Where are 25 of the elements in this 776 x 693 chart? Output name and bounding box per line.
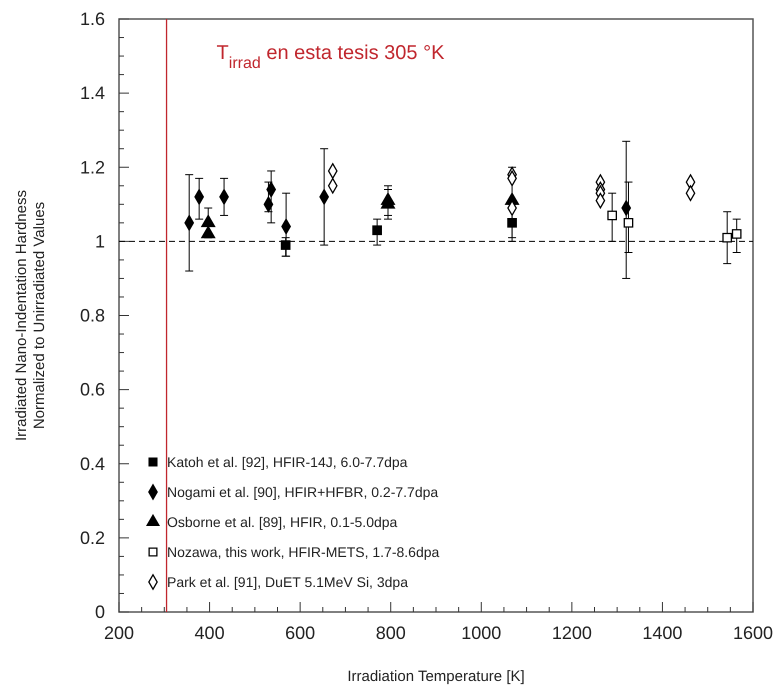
- x-tick-label: 400: [194, 623, 225, 643]
- y-tick-label: 0: [94, 602, 105, 622]
- y-tick-label: 0.4: [80, 454, 105, 474]
- legend-label: Park et al. [91], DuET 5.1MeV Si, 3dpa: [167, 574, 408, 590]
- legend-label: Osborne et al. [89], HFIR, 0.1-5.0dpa: [167, 514, 398, 530]
- y-axis-title: Irradiated Nano-Indentation Hardness Normalized to Unirradiated Values: [13, 190, 48, 441]
- y-tick-label: 0.8: [80, 306, 105, 326]
- y-tick-label: 1: [94, 231, 105, 252]
- x-tick-label: 200: [104, 623, 134, 643]
- y-tick-label: 0.6: [80, 380, 105, 400]
- legend-label: Katoh et al. [92], HFIR-14J, 6.0-7.7dpa: [167, 454, 408, 470]
- y-tick-label: 1.4: [80, 83, 105, 104]
- legend-label: Nogami et al. [90], HFIR+HFBR, 0.2-7.7dpa: [167, 484, 438, 500]
- y-tick-label: 0.2: [80, 528, 105, 548]
- x-tick-label: 800: [376, 623, 406, 643]
- y-tick-label: 1.2: [80, 157, 105, 178]
- x-tick-label: 1400: [642, 623, 682, 643]
- ref-line-label: T$_{irrad}$ en esta tesis 305 °K: [216, 42, 446, 72]
- x-tick-label: 1000: [461, 623, 502, 643]
- x-axis-title: Irradiation Temperature [K]: [347, 668, 525, 685]
- legend-label: Nozawa, this work, HFIR-METS, 1.7-8.6dpa: [167, 544, 440, 560]
- x-tick-label: 1200: [552, 623, 592, 643]
- x-tick-label: 1600: [732, 623, 774, 643]
- y-tick-label: 1.6: [80, 9, 105, 29]
- x-tick-label: 600: [285, 623, 316, 643]
